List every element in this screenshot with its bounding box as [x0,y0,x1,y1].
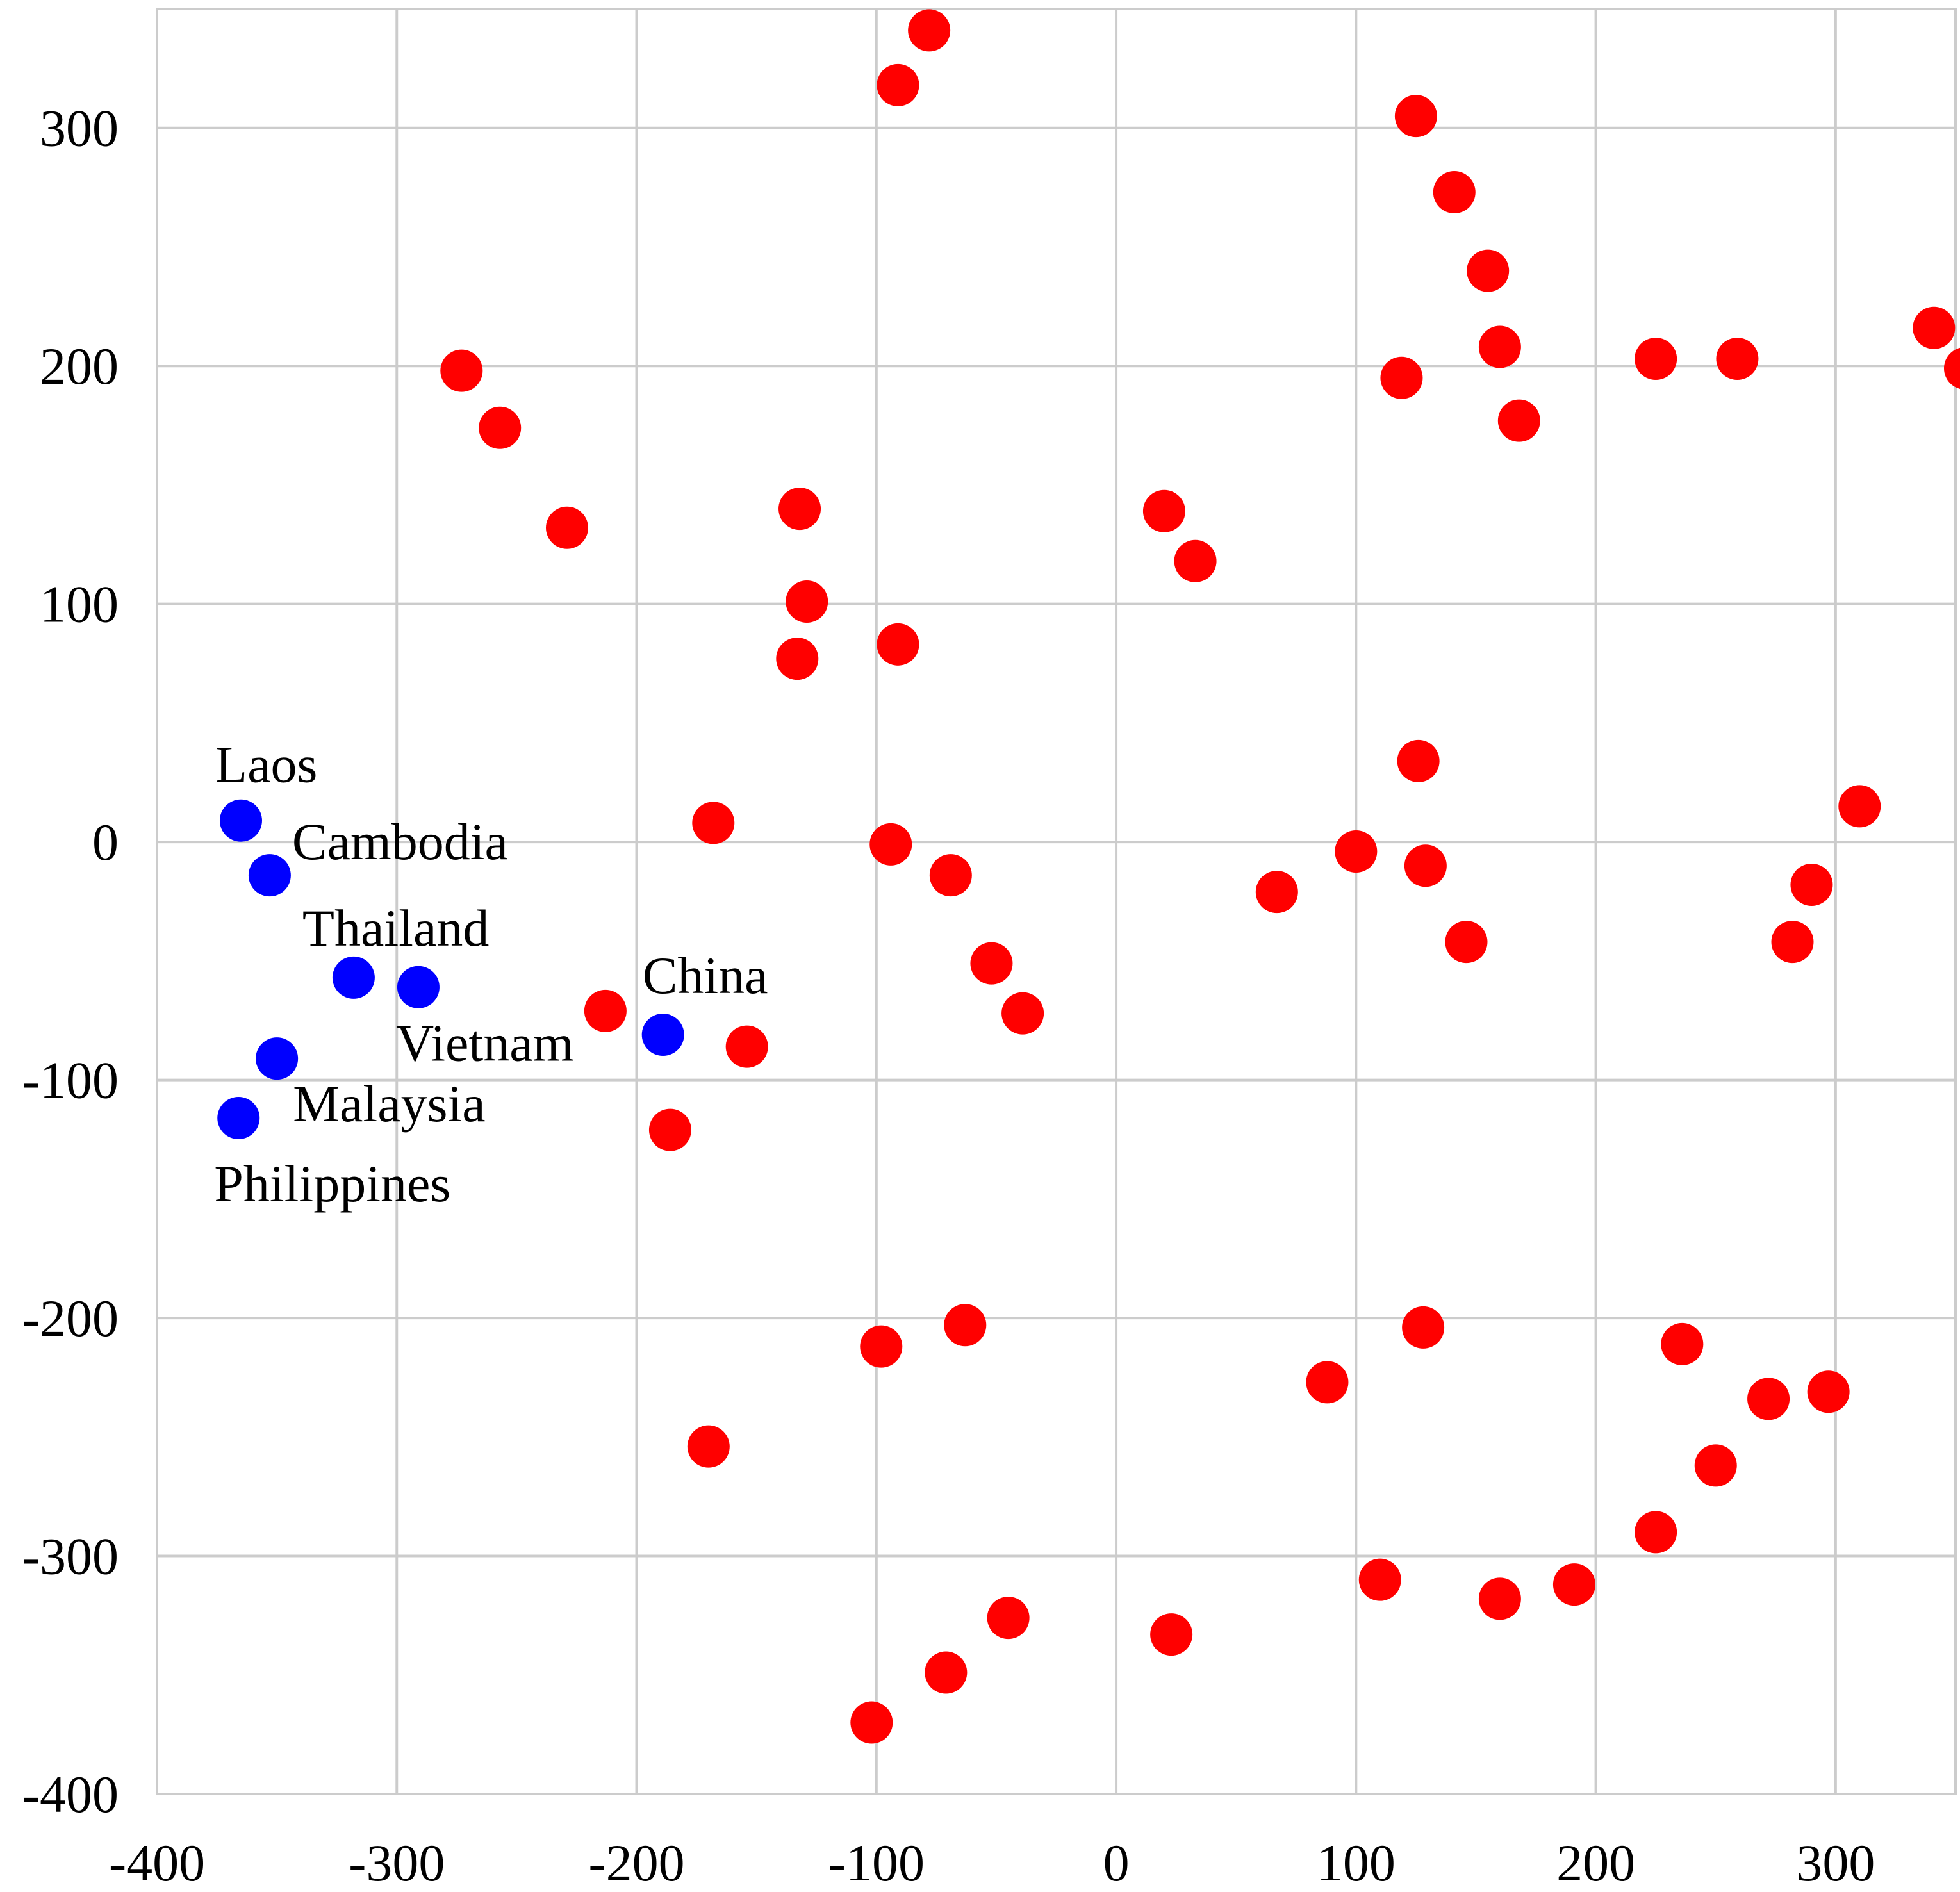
point-label-vietnam: Vietnam [396,1014,573,1073]
y-tick-label: -200 [22,1289,119,1347]
data-point [1433,171,1476,214]
point-label-philippines: Philippines [214,1155,450,1213]
x-tick-label: -200 [588,1834,684,1892]
highlighted-point [256,1037,299,1080]
y-tick-label: -400 [22,1765,119,1823]
data-point [908,9,951,52]
data-point [925,1651,968,1694]
point-label-cambodia: Cambodia [292,812,508,871]
data-point [1747,1378,1790,1420]
data-point [869,823,912,866]
highlighted-point [217,1097,260,1140]
x-tick-label: -100 [828,1834,925,1892]
data-point [1694,1444,1737,1487]
point-label-china: China [643,946,768,1005]
y-tick-label: -100 [22,1051,119,1110]
y-axis-ticks: -400 -300 -200 -100 0 100 200 300 [22,99,119,1823]
data-point [1335,830,1378,873]
data-point [1467,249,1510,292]
data-point [776,638,819,680]
highlighted-point [332,956,375,999]
data-point [1478,325,1521,368]
data-point [1913,306,1956,349]
x-axis-ticks: -400 -300 -200 -100 0 100 200 300 [109,1834,1875,1892]
data-point [1497,399,1540,442]
data-point [786,580,828,623]
data-point [1552,1563,1595,1606]
y-tick-label: -300 [22,1527,119,1586]
highlighted-point [397,966,440,1008]
x-tick-label: 100 [1317,1834,1396,1892]
data-point [725,1025,768,1068]
data-point [1771,921,1814,964]
data-point [1635,338,1677,381]
data-point [1943,347,1960,389]
data-point [1306,1361,1349,1404]
y-tick-label: 100 [40,575,119,634]
x-tick-label: -400 [109,1834,205,1892]
y-tick-label: 300 [40,99,119,158]
data-point [1404,844,1447,887]
data-point [929,854,972,897]
data-point [877,623,919,666]
data-point [1174,539,1217,582]
data-point [440,349,483,392]
x-tick-label: 300 [1796,1834,1875,1892]
data-point [778,488,821,531]
data-point [850,1701,893,1744]
data-point [1397,739,1440,782]
x-tick-label: 0 [1103,1834,1130,1892]
data-point [1790,863,1833,906]
data-point [1807,1370,1850,1413]
data-point [1445,921,1488,964]
data-point [1150,1613,1193,1656]
data-point [1661,1322,1704,1365]
data-point [970,942,1013,985]
data-point [1142,489,1185,532]
highlighted-point [219,799,262,842]
plot-frame [156,8,1957,1795]
x-tick-label: -300 [349,1834,445,1892]
data-point [1394,95,1437,138]
data-point [860,1325,903,1368]
data-point [1380,356,1423,399]
highlighted-point [641,1014,684,1057]
data-point [1255,871,1298,914]
data-point [584,989,627,1032]
x-tick-label: 200 [1556,1834,1635,1892]
data-point [1716,338,1759,381]
data-point [545,506,588,549]
data-point [692,802,735,844]
data-point [1402,1306,1445,1349]
data-point [944,1304,987,1347]
y-tick-label: 0 [92,813,119,871]
data-point [1635,1511,1677,1554]
point-label-thailand: Thailand [302,899,489,957]
data-point [1001,992,1044,1035]
data-point [479,406,522,449]
data-point [1838,785,1881,828]
point-label-malaysia: Malaysia [293,1074,486,1133]
y-tick-label: 200 [40,337,119,395]
data-point [877,63,919,106]
highlighted-point [248,854,291,897]
data-point [687,1425,730,1468]
data-point [987,1597,1030,1640]
data-points [217,9,1960,1744]
point-label-laos: Laos [215,736,317,794]
data-point [648,1108,691,1151]
data-point [1478,1577,1521,1620]
data-point [1358,1558,1401,1601]
